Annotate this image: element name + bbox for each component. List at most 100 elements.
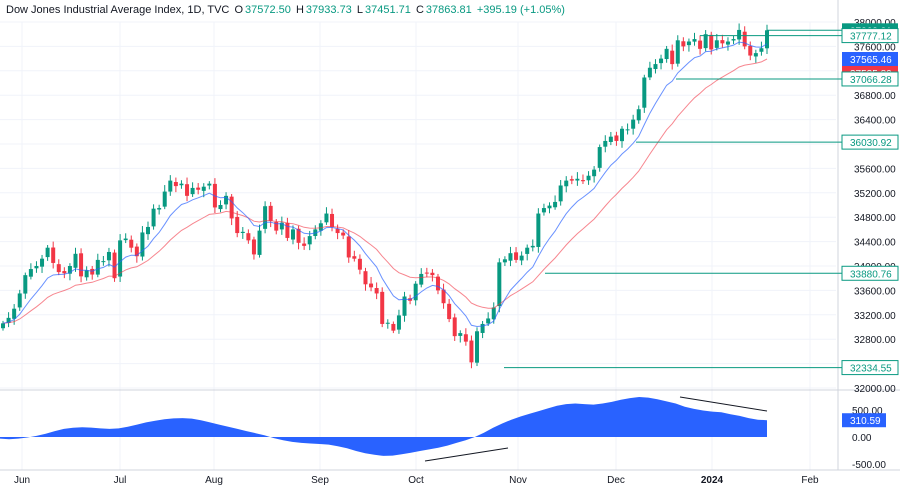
high-value: 37933.73 [305, 4, 352, 16]
candle-body [246, 233, 251, 241]
candle-body [720, 40, 725, 44]
price-tick-label: 35600.00 [854, 164, 896, 175]
chart-title: Dow Jones Industrial Average Index, 1D, … [6, 4, 230, 16]
candle-body [558, 185, 563, 202]
candle-body [290, 229, 295, 240]
time-tick-label: Dec [607, 475, 625, 486]
candle-body [173, 182, 178, 187]
candle-body [765, 30, 769, 49]
candle-body [603, 140, 608, 147]
candle-body [525, 247, 530, 254]
candle-body [285, 222, 290, 238]
candle-body [101, 261, 106, 263]
price-tick-label: 36800.00 [854, 91, 896, 102]
level-price-tag-text: 37565.46 [850, 55, 892, 66]
level-price-tags: 37863.8137777.1237565.4637535.8037066.28… [841, 23, 899, 376]
candle-body [514, 252, 519, 260]
candle-body [569, 179, 574, 181]
candle-body [631, 119, 636, 129]
candle-body [508, 253, 513, 261]
candle-body [536, 213, 541, 247]
price-tick-label: 34400.00 [854, 238, 896, 249]
candle-body [486, 318, 491, 324]
candle-body [748, 45, 753, 56]
candle-body [670, 50, 675, 65]
candle-body [134, 246, 139, 257]
candle-body [90, 268, 95, 275]
divergence-line [679, 396, 768, 412]
candle-body [441, 289, 446, 304]
candle-body [240, 231, 245, 233]
time-tick-label: Jun [14, 475, 30, 486]
candle-body [413, 283, 418, 301]
candle-body [675, 40, 680, 64]
candle-body [480, 323, 485, 333]
candle-body [51, 247, 56, 263]
candle-body [737, 29, 742, 40]
candle-body [725, 41, 730, 45]
high-label: H [295, 4, 304, 16]
candle-body [34, 266, 39, 269]
close-value: 37863.81 [425, 4, 472, 16]
candle-body [731, 39, 736, 41]
candle-body [541, 208, 546, 213]
oscillator-area [0, 397, 767, 456]
oscillator-axis: 500.00 0.00 -500.00 [852, 406, 886, 471]
candle-body [419, 273, 424, 285]
time-tick-label: 2024 [701, 475, 724, 486]
close-label: C [415, 4, 424, 16]
candle-body [357, 258, 362, 270]
candle-body [647, 67, 652, 78]
candle-body [519, 255, 524, 261]
candle-body [580, 180, 585, 182]
candle-body [625, 129, 630, 131]
candle-body [168, 180, 173, 192]
candle-body [229, 196, 234, 219]
candle-body [279, 222, 284, 230]
candle-body [196, 187, 201, 190]
level-price-tag [841, 360, 899, 376]
candle-body [302, 243, 307, 246]
candle-body [686, 41, 691, 46]
candle-body [140, 232, 145, 257]
candle-body [502, 259, 507, 263]
open-value: 37572.50 [245, 4, 291, 16]
price-tick-label: 33200.00 [854, 311, 896, 322]
candle-body [402, 296, 407, 316]
candle-body [179, 183, 184, 186]
candle-body [257, 230, 262, 255]
candle-body [296, 228, 301, 243]
candle-body [201, 186, 206, 191]
candle-body [681, 41, 686, 47]
candle-body [274, 221, 279, 231]
price-tick-label: 37600.00 [854, 42, 896, 53]
candle-body [564, 180, 569, 187]
candle-body [759, 48, 764, 52]
candle-body [6, 317, 11, 323]
level-price-tag [841, 134, 899, 150]
candle-body [318, 223, 323, 231]
price-tick-label: 35200.00 [854, 189, 896, 200]
candle-body [530, 245, 535, 248]
candle-body [235, 216, 240, 234]
candle-body [17, 293, 22, 308]
candle-body [45, 247, 50, 258]
candle-body [553, 201, 558, 208]
candle-body [463, 334, 468, 342]
candle-body [608, 136, 613, 142]
candle-body [324, 213, 329, 223]
time-axis: Jun Jul Aug Sep Oct Nov Dec 2024 Feb [14, 475, 819, 486]
candle-body [614, 135, 619, 141]
candle-body [363, 271, 368, 285]
price-tick-label: 32000.00 [854, 384, 896, 395]
candle-body [597, 147, 602, 168]
level-price-tag [842, 52, 898, 66]
candle-body [586, 175, 591, 181]
candle-body [106, 251, 111, 261]
price-tick-label: 33600.00 [854, 286, 896, 297]
time-tick-label: Feb [801, 475, 819, 486]
candle-body [491, 307, 496, 320]
candle-body [380, 291, 385, 324]
